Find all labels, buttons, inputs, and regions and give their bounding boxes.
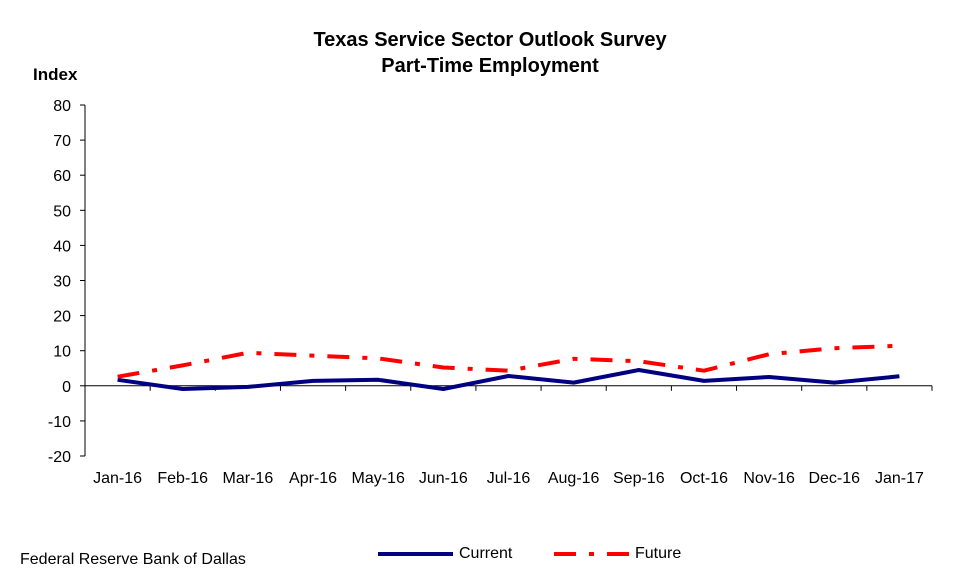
series-line-future — [117, 343, 900, 379]
x-tick-label: Oct-16 — [680, 470, 728, 487]
y-tick-label: 0 — [62, 379, 71, 396]
x-tick-label: Jun-16 — [419, 470, 468, 487]
legend-swatch-current — [378, 552, 453, 556]
x-tick-label: Apr-16 — [289, 470, 337, 487]
chart-title: Texas Service Sector Outlook Survey — [313, 29, 667, 51]
y-tick-label: 30 — [53, 274, 71, 291]
x-tick-label: Jul-16 — [487, 470, 531, 487]
y-tick-label: 50 — [53, 203, 71, 220]
y-tick-label: -10 — [48, 414, 71, 431]
source-note: Federal Reserve Bank of Dallas — [20, 551, 246, 568]
y-tick-label: 80 — [53, 98, 71, 115]
y-tick-label: -20 — [48, 449, 71, 466]
y-tick-label: 20 — [53, 309, 71, 326]
legend-swatch-future — [554, 552, 629, 556]
chart-subtitle: Part-Time Employment — [381, 55, 599, 77]
x-tick-label: Nov-16 — [743, 470, 795, 487]
y-tick-label: 60 — [53, 168, 71, 185]
x-tick-label: Sep-16 — [613, 470, 665, 487]
x-tick-label: Jan-17 — [875, 470, 924, 487]
y-axis-label: Index — [33, 65, 78, 84]
y-tick-label: 40 — [53, 238, 71, 255]
y-tick-label: 70 — [53, 133, 71, 150]
y-tick-label: 10 — [53, 344, 71, 361]
legend-item-current: Current — [378, 545, 512, 563]
legend-label-current: Current — [459, 545, 513, 562]
legend-item-future: Future — [554, 545, 681, 563]
legend-label-future: Future — [635, 545, 682, 562]
x-tick-label: May-16 — [352, 470, 405, 487]
x-tick-label: Mar-16 — [223, 470, 274, 487]
x-tick-label: Jan-16 — [93, 470, 142, 487]
x-tick-label: Aug-16 — [548, 470, 600, 487]
series-line-current — [117, 368, 900, 391]
x-tick-label: Dec-16 — [808, 470, 860, 487]
x-tick-label: Feb-16 — [157, 470, 208, 487]
